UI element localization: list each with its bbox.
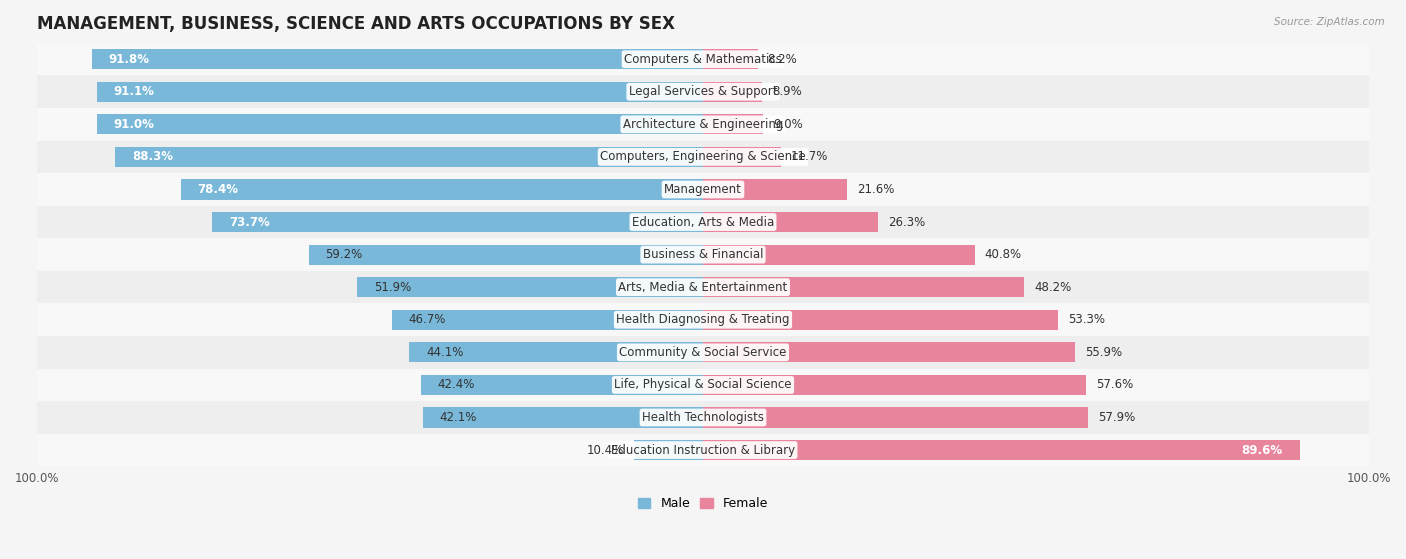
Bar bbox=[703, 375, 1087, 395]
Bar bbox=[703, 342, 1076, 362]
Bar bbox=[392, 310, 703, 330]
Text: Education Instruction & Library: Education Instruction & Library bbox=[612, 443, 794, 457]
Text: 59.2%: 59.2% bbox=[326, 248, 363, 261]
Text: Source: ZipAtlas.com: Source: ZipAtlas.com bbox=[1274, 17, 1385, 27]
Text: 78.4%: 78.4% bbox=[198, 183, 239, 196]
Text: 9.0%: 9.0% bbox=[773, 118, 803, 131]
Bar bbox=[309, 244, 703, 265]
Bar bbox=[703, 440, 1299, 460]
Bar bbox=[420, 375, 703, 395]
Text: 91.1%: 91.1% bbox=[112, 86, 155, 98]
Text: 42.1%: 42.1% bbox=[439, 411, 477, 424]
Text: MANAGEMENT, BUSINESS, SCIENCE AND ARTS OCCUPATIONS BY SEX: MANAGEMENT, BUSINESS, SCIENCE AND ARTS O… bbox=[37, 15, 675, 33]
Bar bbox=[703, 49, 758, 69]
Text: 10.4%: 10.4% bbox=[586, 443, 624, 457]
Bar bbox=[703, 277, 1024, 297]
Text: 53.3%: 53.3% bbox=[1067, 313, 1105, 326]
Text: Health Diagnosing & Treating: Health Diagnosing & Treating bbox=[616, 313, 790, 326]
Bar bbox=[181, 179, 703, 200]
Text: Legal Services & Support: Legal Services & Support bbox=[628, 86, 778, 98]
Text: Management: Management bbox=[664, 183, 742, 196]
Bar bbox=[423, 408, 703, 428]
Text: Arts, Media & Entertainment: Arts, Media & Entertainment bbox=[619, 281, 787, 293]
Bar bbox=[703, 82, 762, 102]
Bar bbox=[212, 212, 703, 232]
Bar bbox=[91, 49, 703, 69]
Bar bbox=[703, 244, 974, 265]
Text: Life, Physical & Social Science: Life, Physical & Social Science bbox=[614, 378, 792, 391]
Text: 8.9%: 8.9% bbox=[772, 86, 801, 98]
Bar bbox=[37, 108, 1369, 141]
Bar bbox=[37, 336, 1369, 368]
Text: 11.7%: 11.7% bbox=[792, 150, 828, 163]
Bar bbox=[703, 212, 879, 232]
Bar bbox=[37, 368, 1369, 401]
Bar bbox=[37, 401, 1369, 434]
Bar bbox=[37, 271, 1369, 304]
Text: 21.6%: 21.6% bbox=[856, 183, 894, 196]
Text: Health Technologists: Health Technologists bbox=[643, 411, 763, 424]
Text: 91.0%: 91.0% bbox=[114, 118, 155, 131]
Bar bbox=[37, 434, 1369, 466]
Text: 89.6%: 89.6% bbox=[1241, 443, 1282, 457]
Bar bbox=[357, 277, 703, 297]
Text: 26.3%: 26.3% bbox=[889, 216, 925, 229]
Text: 40.8%: 40.8% bbox=[984, 248, 1022, 261]
Bar bbox=[703, 408, 1088, 428]
Bar bbox=[37, 238, 1369, 271]
Bar bbox=[409, 342, 703, 362]
Text: Architecture & Engineering: Architecture & Engineering bbox=[623, 118, 783, 131]
Text: Community & Social Service: Community & Social Service bbox=[619, 346, 787, 359]
Text: 46.7%: 46.7% bbox=[409, 313, 446, 326]
Text: Business & Financial: Business & Financial bbox=[643, 248, 763, 261]
Bar bbox=[634, 440, 703, 460]
Text: Computers, Engineering & Science: Computers, Engineering & Science bbox=[600, 150, 806, 163]
Text: 73.7%: 73.7% bbox=[229, 216, 270, 229]
Bar bbox=[37, 304, 1369, 336]
Text: 42.4%: 42.4% bbox=[437, 378, 475, 391]
Bar bbox=[97, 114, 703, 134]
Text: Computers & Mathematics: Computers & Mathematics bbox=[624, 53, 782, 65]
Legend: Male, Female: Male, Female bbox=[633, 492, 773, 515]
Text: 91.8%: 91.8% bbox=[108, 53, 149, 65]
Bar bbox=[703, 114, 763, 134]
Bar bbox=[703, 147, 780, 167]
Text: 44.1%: 44.1% bbox=[426, 346, 464, 359]
Text: 51.9%: 51.9% bbox=[374, 281, 412, 293]
Bar bbox=[703, 310, 1057, 330]
Text: 57.6%: 57.6% bbox=[1097, 378, 1133, 391]
Text: 57.9%: 57.9% bbox=[1098, 411, 1136, 424]
Bar bbox=[37, 206, 1369, 238]
Text: 88.3%: 88.3% bbox=[132, 150, 173, 163]
Bar bbox=[37, 43, 1369, 75]
Bar bbox=[37, 141, 1369, 173]
Bar bbox=[97, 82, 703, 102]
Bar bbox=[703, 179, 846, 200]
Text: Education, Arts & Media: Education, Arts & Media bbox=[631, 216, 775, 229]
Bar bbox=[37, 75, 1369, 108]
Text: 48.2%: 48.2% bbox=[1033, 281, 1071, 293]
Bar bbox=[37, 173, 1369, 206]
Text: 55.9%: 55.9% bbox=[1085, 346, 1122, 359]
Text: 8.2%: 8.2% bbox=[768, 53, 797, 65]
Bar bbox=[115, 147, 703, 167]
